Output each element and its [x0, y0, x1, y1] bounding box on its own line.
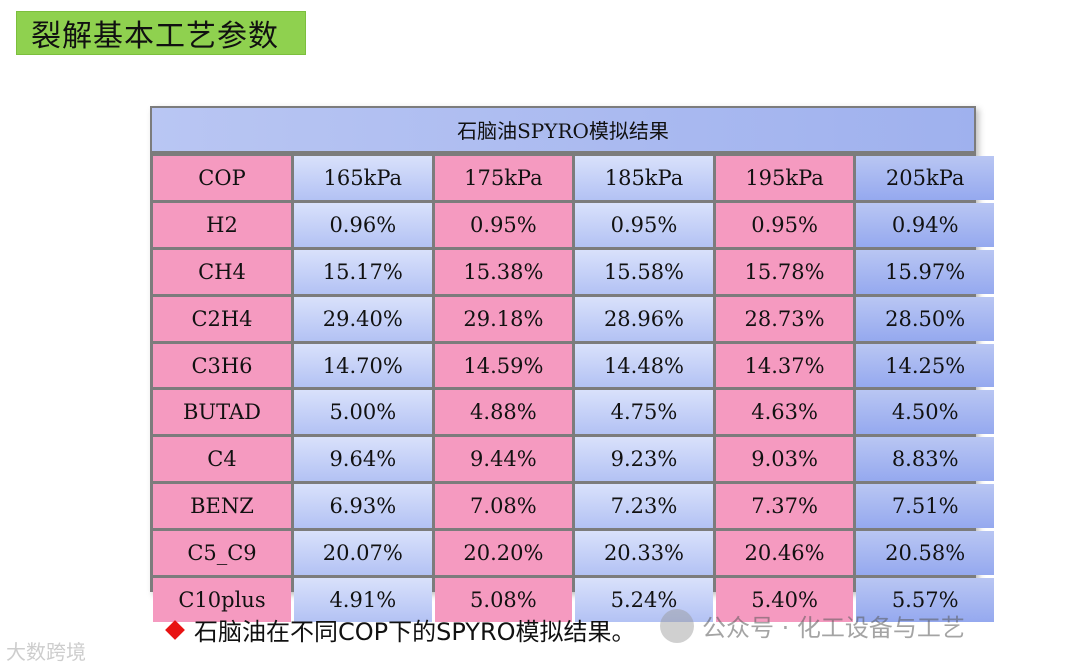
table-cell: 20.20%: [434, 531, 573, 576]
table-cell: 0.95%: [715, 202, 854, 247]
table-grid: COP 165kPa 175kPa 185kPa 195kPa 205kPa H2 0.96%…: [150, 153, 994, 622]
table-cell: 4.91%: [294, 578, 432, 622]
table-cell: 14.37%: [715, 343, 854, 388]
table-cell: 20.07%: [294, 531, 432, 576]
row-label-cell: C3H6: [153, 343, 291, 388]
row-label-cell: CH4: [153, 249, 291, 294]
row-label-cell: BUTAD: [153, 390, 291, 435]
table-cell: 14.25%: [856, 343, 994, 388]
table-cell: 4.50%: [856, 390, 994, 435]
table-cell: 9.23%: [575, 437, 713, 482]
table-cell: 14.48%: [575, 343, 713, 388]
results-table: 石脑油SPYRO模拟结果 COP 165kPa 175kPa 185kPa 195kPa…: [150, 106, 994, 622]
table-cell: 4.75%: [575, 390, 713, 435]
table-cell: 0.94%: [856, 202, 994, 247]
table-cell: 5.08%: [434, 578, 573, 622]
watermark-right: 公众号 · 化工设备与工艺: [660, 608, 965, 643]
table-header-cell: 205kPa: [856, 156, 994, 200]
table-cell: 5.40%: [715, 578, 854, 622]
table-cell: 20.58%: [856, 531, 994, 576]
table-cell: 15.38%: [434, 249, 573, 294]
table-cell: 8.83%: [856, 437, 994, 482]
table-header-cell: 185kPa: [575, 156, 713, 200]
table-cell: 7.51%: [856, 484, 994, 529]
table-cell: 5.57%: [856, 578, 994, 622]
table-cell: 28.50%: [856, 296, 994, 341]
table-cell: 9.44%: [434, 437, 573, 482]
table-cell: 4.63%: [715, 390, 854, 435]
table-cell: 7.23%: [575, 484, 713, 529]
table-cell: 6.93%: [294, 484, 432, 529]
table-cell: 5.00%: [294, 390, 432, 435]
table-cell: 20.46%: [715, 531, 854, 576]
row-label-cell: BENZ: [153, 484, 291, 529]
table-header-cell: COP: [153, 156, 291, 200]
table-cell: 0.95%: [575, 202, 713, 247]
table-cell: 29.18%: [434, 296, 573, 341]
table-cell: 15.97%: [856, 249, 994, 294]
row-label-cell: H2: [153, 202, 291, 247]
row-label-cell: C4: [153, 437, 291, 482]
table-cell: 0.95%: [434, 202, 573, 247]
table-cell: 0.96%: [294, 202, 432, 247]
table-cell: 20.33%: [575, 531, 713, 576]
table-cell: 7.08%: [434, 484, 573, 529]
table-cell: 15.78%: [715, 249, 854, 294]
wechat-logo-icon: [660, 608, 694, 643]
table-cell: 14.70%: [294, 343, 432, 388]
table-cell: 29.40%: [294, 296, 432, 341]
watermark-left-text: 大数跨境: [6, 640, 86, 664]
caption: 石脑油在不同COP下的SPYRO模拟结果。: [165, 612, 636, 647]
table-header-cell: 195kPa: [715, 156, 854, 200]
caption-text: 石脑油在不同COP下的SPYRO模拟结果。: [194, 618, 636, 646]
row-label-cell: C10plus: [153, 578, 291, 622]
table-cell: 15.17%: [294, 249, 432, 294]
table-title: 石脑油SPYRO模拟结果: [150, 106, 976, 153]
table-cell: 15.58%: [575, 249, 713, 294]
table-cell: 9.03%: [715, 437, 854, 482]
table-cell: 7.37%: [715, 484, 854, 529]
row-label-cell: C5_C9: [153, 531, 291, 576]
table-cell: 14.59%: [434, 343, 573, 388]
table-cell: 28.96%: [575, 296, 713, 341]
watermark-left: 大数跨境: [6, 636, 86, 665]
table-cell: 9.64%: [294, 437, 432, 482]
table-cell: 4.88%: [434, 390, 573, 435]
red-diamond-bullet-icon: [165, 619, 185, 640]
table-header-cell: 175kPa: [434, 156, 573, 200]
row-label-cell: C2H4: [153, 296, 291, 341]
table-header-cell: 165kPa: [294, 156, 432, 200]
watermark-right-text: 公众号 · 化工设备与工艺: [702, 614, 965, 642]
slide-title: 裂解基本工艺参数: [16, 11, 306, 55]
table-cell: 28.73%: [715, 296, 854, 341]
table-cell: 5.24%: [575, 578, 713, 622]
